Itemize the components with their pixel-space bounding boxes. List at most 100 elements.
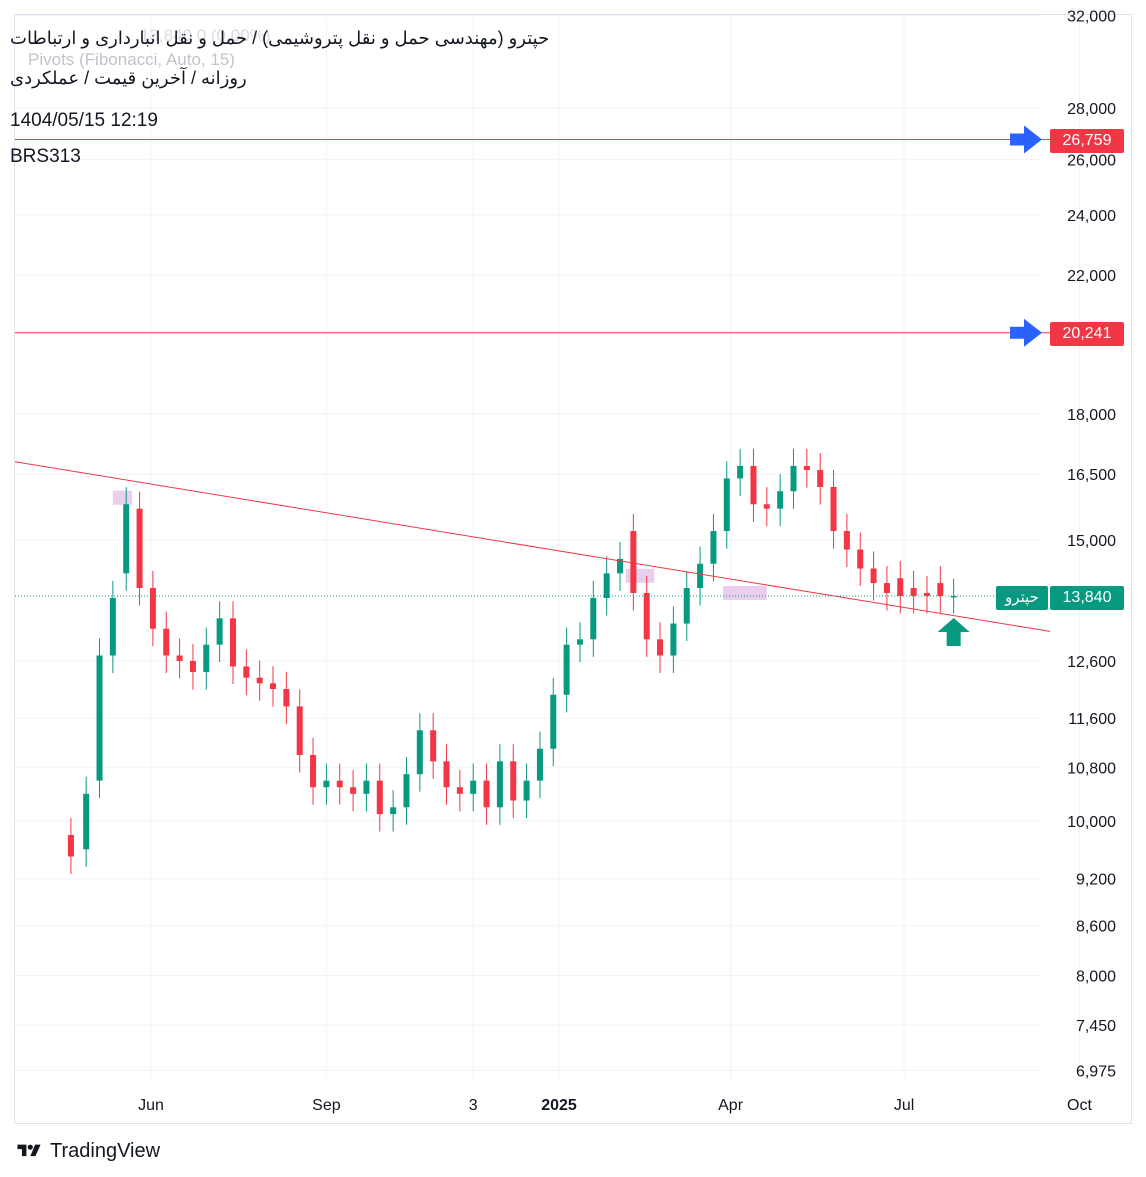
candle-body bbox=[310, 755, 317, 788]
symbol-label[interactable]: BRS313 bbox=[10, 146, 81, 167]
candle-body bbox=[897, 578, 904, 596]
candle-body bbox=[67, 834, 74, 857]
candle-body bbox=[590, 597, 597, 640]
candle-body bbox=[883, 583, 890, 593]
candle-body bbox=[550, 694, 557, 749]
blue-arrow-right-icon bbox=[1010, 318, 1042, 347]
candle-body bbox=[109, 597, 116, 656]
candle-body bbox=[870, 568, 877, 584]
candle-body bbox=[670, 623, 677, 656]
candle-body bbox=[536, 748, 543, 781]
y-tick-label: 6,975 bbox=[1076, 1063, 1116, 1080]
candle-body bbox=[163, 628, 170, 656]
lower-level-price-tag: 20,241 bbox=[1050, 322, 1124, 346]
candle-body bbox=[376, 780, 383, 815]
candle-body bbox=[443, 761, 450, 788]
candle-body bbox=[617, 558, 624, 574]
candle-body bbox=[923, 592, 930, 596]
y-tick-label: 11,600 bbox=[1068, 711, 1116, 728]
markers bbox=[937, 125, 1042, 647]
y-tick-label: 15,000 bbox=[1067, 533, 1116, 550]
green-arrow-up-icon bbox=[937, 618, 970, 647]
chart-title: حپترو (مهندسی حمل و نقل پتروشیمی) / حمل … bbox=[10, 28, 550, 48]
candle-body bbox=[750, 465, 757, 505]
indicator-label[interactable]: Pivots (Fibonacci, Auto, 15) bbox=[28, 50, 235, 69]
candle-body bbox=[937, 583, 944, 596]
highlight-zones bbox=[112, 490, 767, 600]
chart-grid bbox=[15, 15, 1080, 1078]
last-price-tag: 13,840 bbox=[1050, 586, 1124, 610]
candle-body bbox=[790, 465, 797, 492]
candle-body bbox=[603, 573, 610, 598]
candle-body bbox=[830, 486, 837, 532]
candle-body bbox=[470, 780, 477, 794]
candle-body bbox=[910, 588, 917, 596]
candle-body bbox=[777, 491, 784, 509]
logo-text: TradingView bbox=[50, 1139, 161, 1162]
candle-body bbox=[737, 465, 744, 479]
candle-body bbox=[563, 644, 570, 695]
candle-body bbox=[630, 531, 637, 593]
drawn-lines bbox=[14, 138, 1051, 632]
candle-body bbox=[203, 644, 210, 673]
y-tick-label: 18,000 bbox=[1067, 407, 1116, 424]
y-tick-label: 8,000 bbox=[1076, 969, 1116, 986]
candle-body bbox=[430, 730, 437, 762]
candle-body bbox=[723, 478, 730, 532]
y-tick-label: 24,000 bbox=[1067, 208, 1116, 225]
candle-body bbox=[189, 660, 196, 673]
candle-body bbox=[683, 588, 690, 624]
candle-body bbox=[857, 549, 864, 569]
price-axis: 32,000 28,000 26,000 24,000 22,000 18,000 16,5… bbox=[1067, 9, 1116, 1081]
highlight-zone bbox=[112, 490, 132, 505]
candle-body bbox=[136, 508, 143, 589]
candle-body bbox=[350, 787, 357, 794]
candle-body bbox=[256, 677, 263, 684]
candle-body bbox=[697, 563, 704, 589]
candle-body bbox=[296, 706, 303, 756]
candle-body bbox=[496, 761, 503, 808]
y-tick-label: 10,800 bbox=[1067, 761, 1116, 778]
y-tick-label: 16,500 bbox=[1067, 467, 1116, 484]
x-tick-label: 3 bbox=[469, 1097, 478, 1114]
highlight-zone bbox=[625, 568, 655, 583]
chart-datetime: 1404/05/15 12:19 bbox=[10, 110, 158, 131]
candle-body bbox=[483, 780, 490, 808]
candle-body bbox=[403, 774, 410, 808]
highlight-zone bbox=[722, 585, 767, 600]
y-tick-label: 9,200 bbox=[1076, 872, 1116, 889]
candle-body bbox=[216, 618, 223, 645]
candle-body bbox=[243, 666, 250, 678]
candle-body bbox=[149, 588, 156, 629]
y-tick-label: 8,600 bbox=[1076, 918, 1116, 935]
candle-body bbox=[390, 807, 397, 815]
candle-body bbox=[456, 787, 463, 794]
chart-frame bbox=[14, 14, 1132, 1124]
x-tick-label: 2025 bbox=[541, 1097, 577, 1114]
candle-body bbox=[123, 504, 130, 574]
chart-subtitle: روزانه / آخرین قیمت / عملکردی bbox=[10, 68, 247, 88]
candle-body bbox=[416, 730, 423, 775]
x-tick-label: Jun bbox=[138, 1097, 164, 1114]
candle-body bbox=[643, 592, 650, 640]
last-price-name-tag: حپترو bbox=[996, 586, 1048, 610]
candle-body bbox=[523, 780, 530, 801]
tradingview-logo-icon bbox=[17, 1144, 41, 1157]
trendline bbox=[14, 461, 1051, 632]
candle-body bbox=[803, 465, 810, 471]
candle-body bbox=[576, 639, 583, 645]
blue-arrow-right-icon bbox=[1010, 125, 1042, 154]
y-tick-label: 22,000 bbox=[1067, 268, 1116, 285]
candle-body bbox=[323, 780, 330, 788]
x-tick-label: Apr bbox=[718, 1097, 744, 1114]
candles bbox=[67, 448, 957, 875]
x-tick-label: Jul bbox=[894, 1097, 914, 1114]
candle-body bbox=[363, 780, 370, 794]
candle-body bbox=[336, 780, 343, 788]
candle-body bbox=[229, 618, 236, 667]
y-tick-label: 32,000 bbox=[1067, 9, 1116, 26]
tradingview-logo[interactable]: TradingView bbox=[14, 1138, 160, 1164]
ghost-values: 13,840 0 (0.00%) bbox=[140, 26, 271, 45]
candle-body bbox=[817, 470, 824, 487]
